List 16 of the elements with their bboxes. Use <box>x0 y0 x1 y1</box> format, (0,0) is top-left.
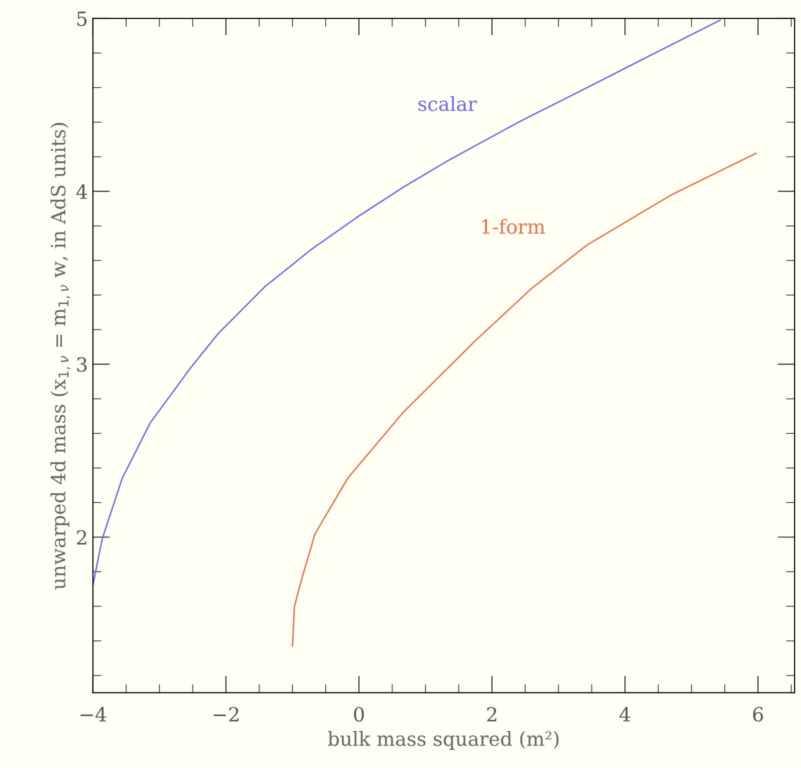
x-tick-label: 4 <box>619 706 630 722</box>
x-tick-label: −4 <box>80 706 106 722</box>
x-tick-label: 0 <box>354 706 364 722</box>
y-axis-title: unwarped 4d mass (x$_{1,ν}$ = m$_{1,ν}$ w, in AdS units) <box>50 122 70 590</box>
y-tick-label: 3 <box>77 357 87 372</box>
y-tick-label: 2 <box>77 530 86 545</box>
line-series <box>92 19 721 586</box>
x-axis-title: bulk mass squared (m²) <box>328 731 559 750</box>
x-tick-label: 2 <box>487 706 496 722</box>
series-label: scalar <box>418 96 477 112</box>
y-tick-label: 4 <box>76 184 88 199</box>
series-label: 1-form <box>482 218 545 234</box>
x-tick-label: −2 <box>214 706 238 722</box>
y-tick-label: 5 <box>77 12 87 26</box>
line-series <box>292 152 757 647</box>
x-tick-label: 6 <box>753 706 763 722</box>
